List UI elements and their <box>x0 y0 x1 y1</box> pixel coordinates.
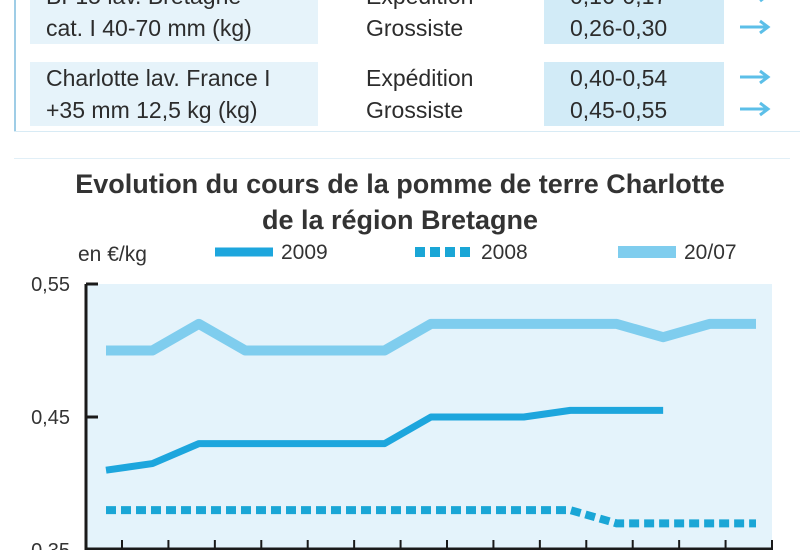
right-arrow-icon <box>740 19 771 35</box>
y-axis-label: en €/kg <box>78 243 147 266</box>
trend-cell <box>730 0 790 44</box>
chart-title: Evolution du cours de la pomme de terre … <box>0 166 800 238</box>
chart-title-line: de la région Bretagne <box>261 205 539 235</box>
chart-title-line: Evolution du cours de la pomme de terre … <box>75 169 725 199</box>
series-layer <box>105 318 756 528</box>
product-line: cat. I 40-70 mm (kg) <box>46 15 252 41</box>
legend-label: 20/07 <box>684 241 737 264</box>
series-line-2008 <box>106 506 756 528</box>
product-cell: BF15 lav. Bretagne cat. I 40-70 mm (kg) <box>30 0 318 44</box>
table-row: BF15 lav. Bretagne cat. I 40-70 mm (kg) … <box>30 0 800 44</box>
y-tick-label: 0,45 <box>31 407 70 429</box>
table-left-rule <box>14 0 16 132</box>
stage-label: Grossiste <box>366 97 464 123</box>
stage-label: Grossiste <box>366 15 464 41</box>
series-line-2009 <box>105 406 664 474</box>
product-line: BF15 lav. Bretagne <box>46 0 318 12</box>
table-row: Charlotte lav. France I +35 mm 12,5 kg (… <box>30 62 800 126</box>
price-table: BF15 lav. Bretagne cat. I 40-70 mm (kg) … <box>0 0 800 136</box>
price-cell: 0,40-0,54 0,45-0,55 <box>544 62 724 126</box>
price-range: 0,45-0,55 <box>570 97 668 123</box>
price-range: 0,40-0,54 <box>570 65 668 91</box>
trend-cell <box>730 62 790 126</box>
stage-cell: Expédition Grossiste <box>350 62 550 126</box>
legend: 2009 2008 20/07 <box>215 241 737 264</box>
stage-label: Expédition <box>366 65 474 91</box>
y-tick-label: 0,55 <box>31 274 70 296</box>
product-cell: Charlotte lav. France I +35 mm 12,5 kg (… <box>30 62 318 126</box>
table-bottom-rule <box>14 131 800 132</box>
stage-cell: Expédition Grossiste <box>350 0 550 44</box>
price-range: 0,16-0,17 <box>570 0 724 12</box>
axis-layer: 0,35 0,45 0,55 <box>31 274 773 550</box>
product-line: +35 mm 12,5 kg (kg) <box>46 97 258 123</box>
price-range: 0,26-0,30 <box>570 15 668 41</box>
right-arrow-icon <box>740 69 771 85</box>
stage-label: Expédition <box>366 0 550 12</box>
series-line-2007 <box>106 318 756 356</box>
price-cell: 0,16-0,17 0,26-0,30 <box>544 0 724 44</box>
y-tick-label: 0,35 <box>31 540 70 550</box>
legend-label: 2008 <box>481 241 528 264</box>
right-arrow-icon <box>740 101 771 117</box>
product-line: Charlotte lav. France I <box>46 65 271 91</box>
legend-label: 2009 <box>281 241 328 264</box>
